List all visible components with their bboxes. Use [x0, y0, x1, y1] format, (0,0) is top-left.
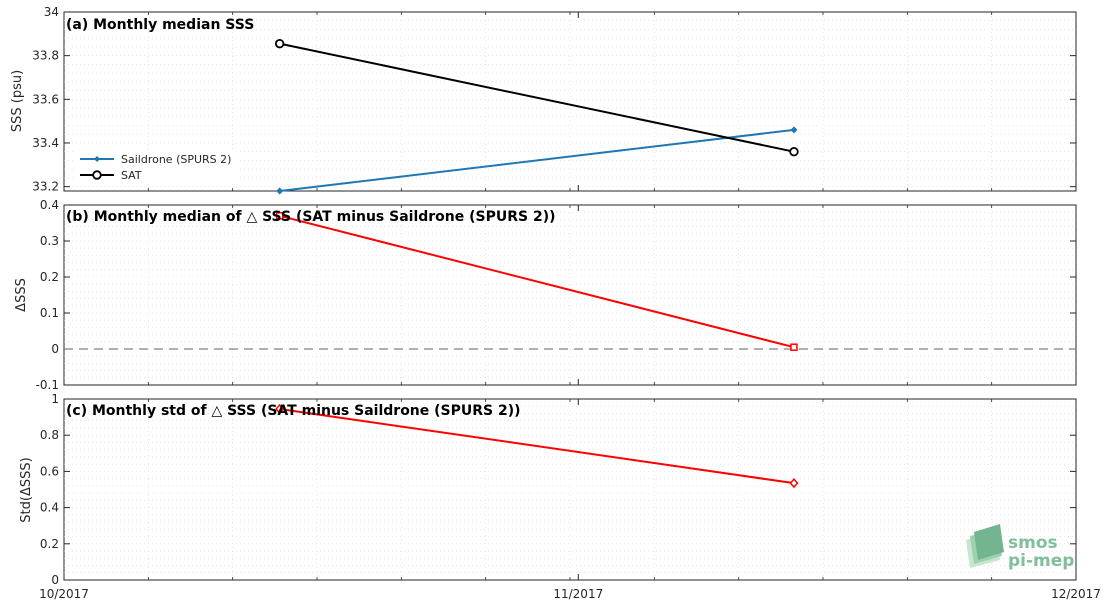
legend: Saildrone (SPURS 2) SAT: [76, 150, 240, 184]
x-tick-label: 12/2017: [1051, 587, 1101, 601]
y-tick-label: 0.3: [40, 234, 59, 248]
logo-text-smos: smos: [1008, 533, 1058, 553]
y-tick-label: 0.4: [40, 501, 59, 515]
y-tick-label: 0: [51, 573, 59, 587]
panel-b-frame: [63, 204, 1077, 386]
y-tick-label: 0.2: [40, 537, 59, 551]
y-tick-label: 0.8: [40, 428, 59, 442]
panel-c-frame: [63, 398, 1077, 581]
data-point: [274, 38, 285, 49]
legend-box: [76, 150, 240, 184]
data-point: [789, 147, 799, 157]
logo-graphic: [966, 524, 1004, 568]
panel-a-title: (a) Monthly median SSS: [66, 17, 254, 33]
y-tick-label: -0.1: [36, 378, 59, 392]
y-tick-label: 0.4: [40, 198, 59, 212]
panel-a: 33.2 33.4 33.6 33.8 34 (a) Monthly median SS…: [10, 5, 1077, 195]
logo-text-pimep: pi-mep: [1008, 551, 1074, 571]
legend-label-saildrone: Saildrone (SPURS 2): [121, 153, 231, 166]
panel-c: 0 0.2 0.4 0.6 0.8 1 (c) Monthly std of △ SSS …: [19, 392, 1077, 587]
data-point: [790, 126, 798, 134]
panel-b-title: (b) Monthly median of △ SSS (SAT minus S…: [66, 209, 556, 225]
data-point: [275, 212, 284, 220]
y-tick-label: 33.8: [32, 49, 59, 63]
x-tick-label: 10/2017: [39, 587, 89, 601]
panel-b-ylabel: ΔSSS: [14, 278, 29, 312]
panel-b: -0.1 0 0.1 0.2 0.3 0.4 (b) Monthly median of …: [14, 198, 1077, 392]
series-line-0-0: [279, 128, 795, 192]
legend-label-sat: SAT: [121, 169, 142, 182]
smos-pimep-logo: smos pi-mep: [966, 524, 1074, 571]
x-tick-label: 11/2017: [553, 587, 603, 601]
y-tick-label: 0.1: [40, 306, 59, 320]
data-point: [790, 343, 798, 351]
y-tick-label: 1: [51, 392, 59, 406]
panel-c-ylabel: Std(ΔSSS): [19, 457, 34, 522]
y-tick-label: 0.2: [40, 270, 59, 284]
data-point: [276, 187, 284, 195]
panel-c-title: (c) Monthly std of △ SSS (SAT minus Sail…: [66, 403, 521, 419]
data-point: [789, 478, 799, 489]
data-point: [275, 403, 285, 415]
y-tick-label: 0.6: [40, 464, 59, 478]
x-axis-tick-labels: 10/2017 11/2017 12/2017: [39, 587, 1101, 601]
y-tick-label: 33.2: [32, 180, 59, 194]
series-line-2-0: [279, 407, 795, 485]
series-line-1-0: [279, 214, 795, 349]
y-tick-label: 33.6: [32, 92, 59, 106]
legend-marker-sat: [92, 170, 102, 180]
legend-marker-saildrone: [94, 156, 100, 162]
y-tick-label: 34: [44, 5, 59, 19]
y-tick-label: 33.4: [32, 136, 59, 150]
y-tick-label: 0: [51, 342, 59, 356]
series-line-0-1: [279, 42, 795, 153]
panel-a-ylabel: SSS (psu): [10, 70, 25, 132]
